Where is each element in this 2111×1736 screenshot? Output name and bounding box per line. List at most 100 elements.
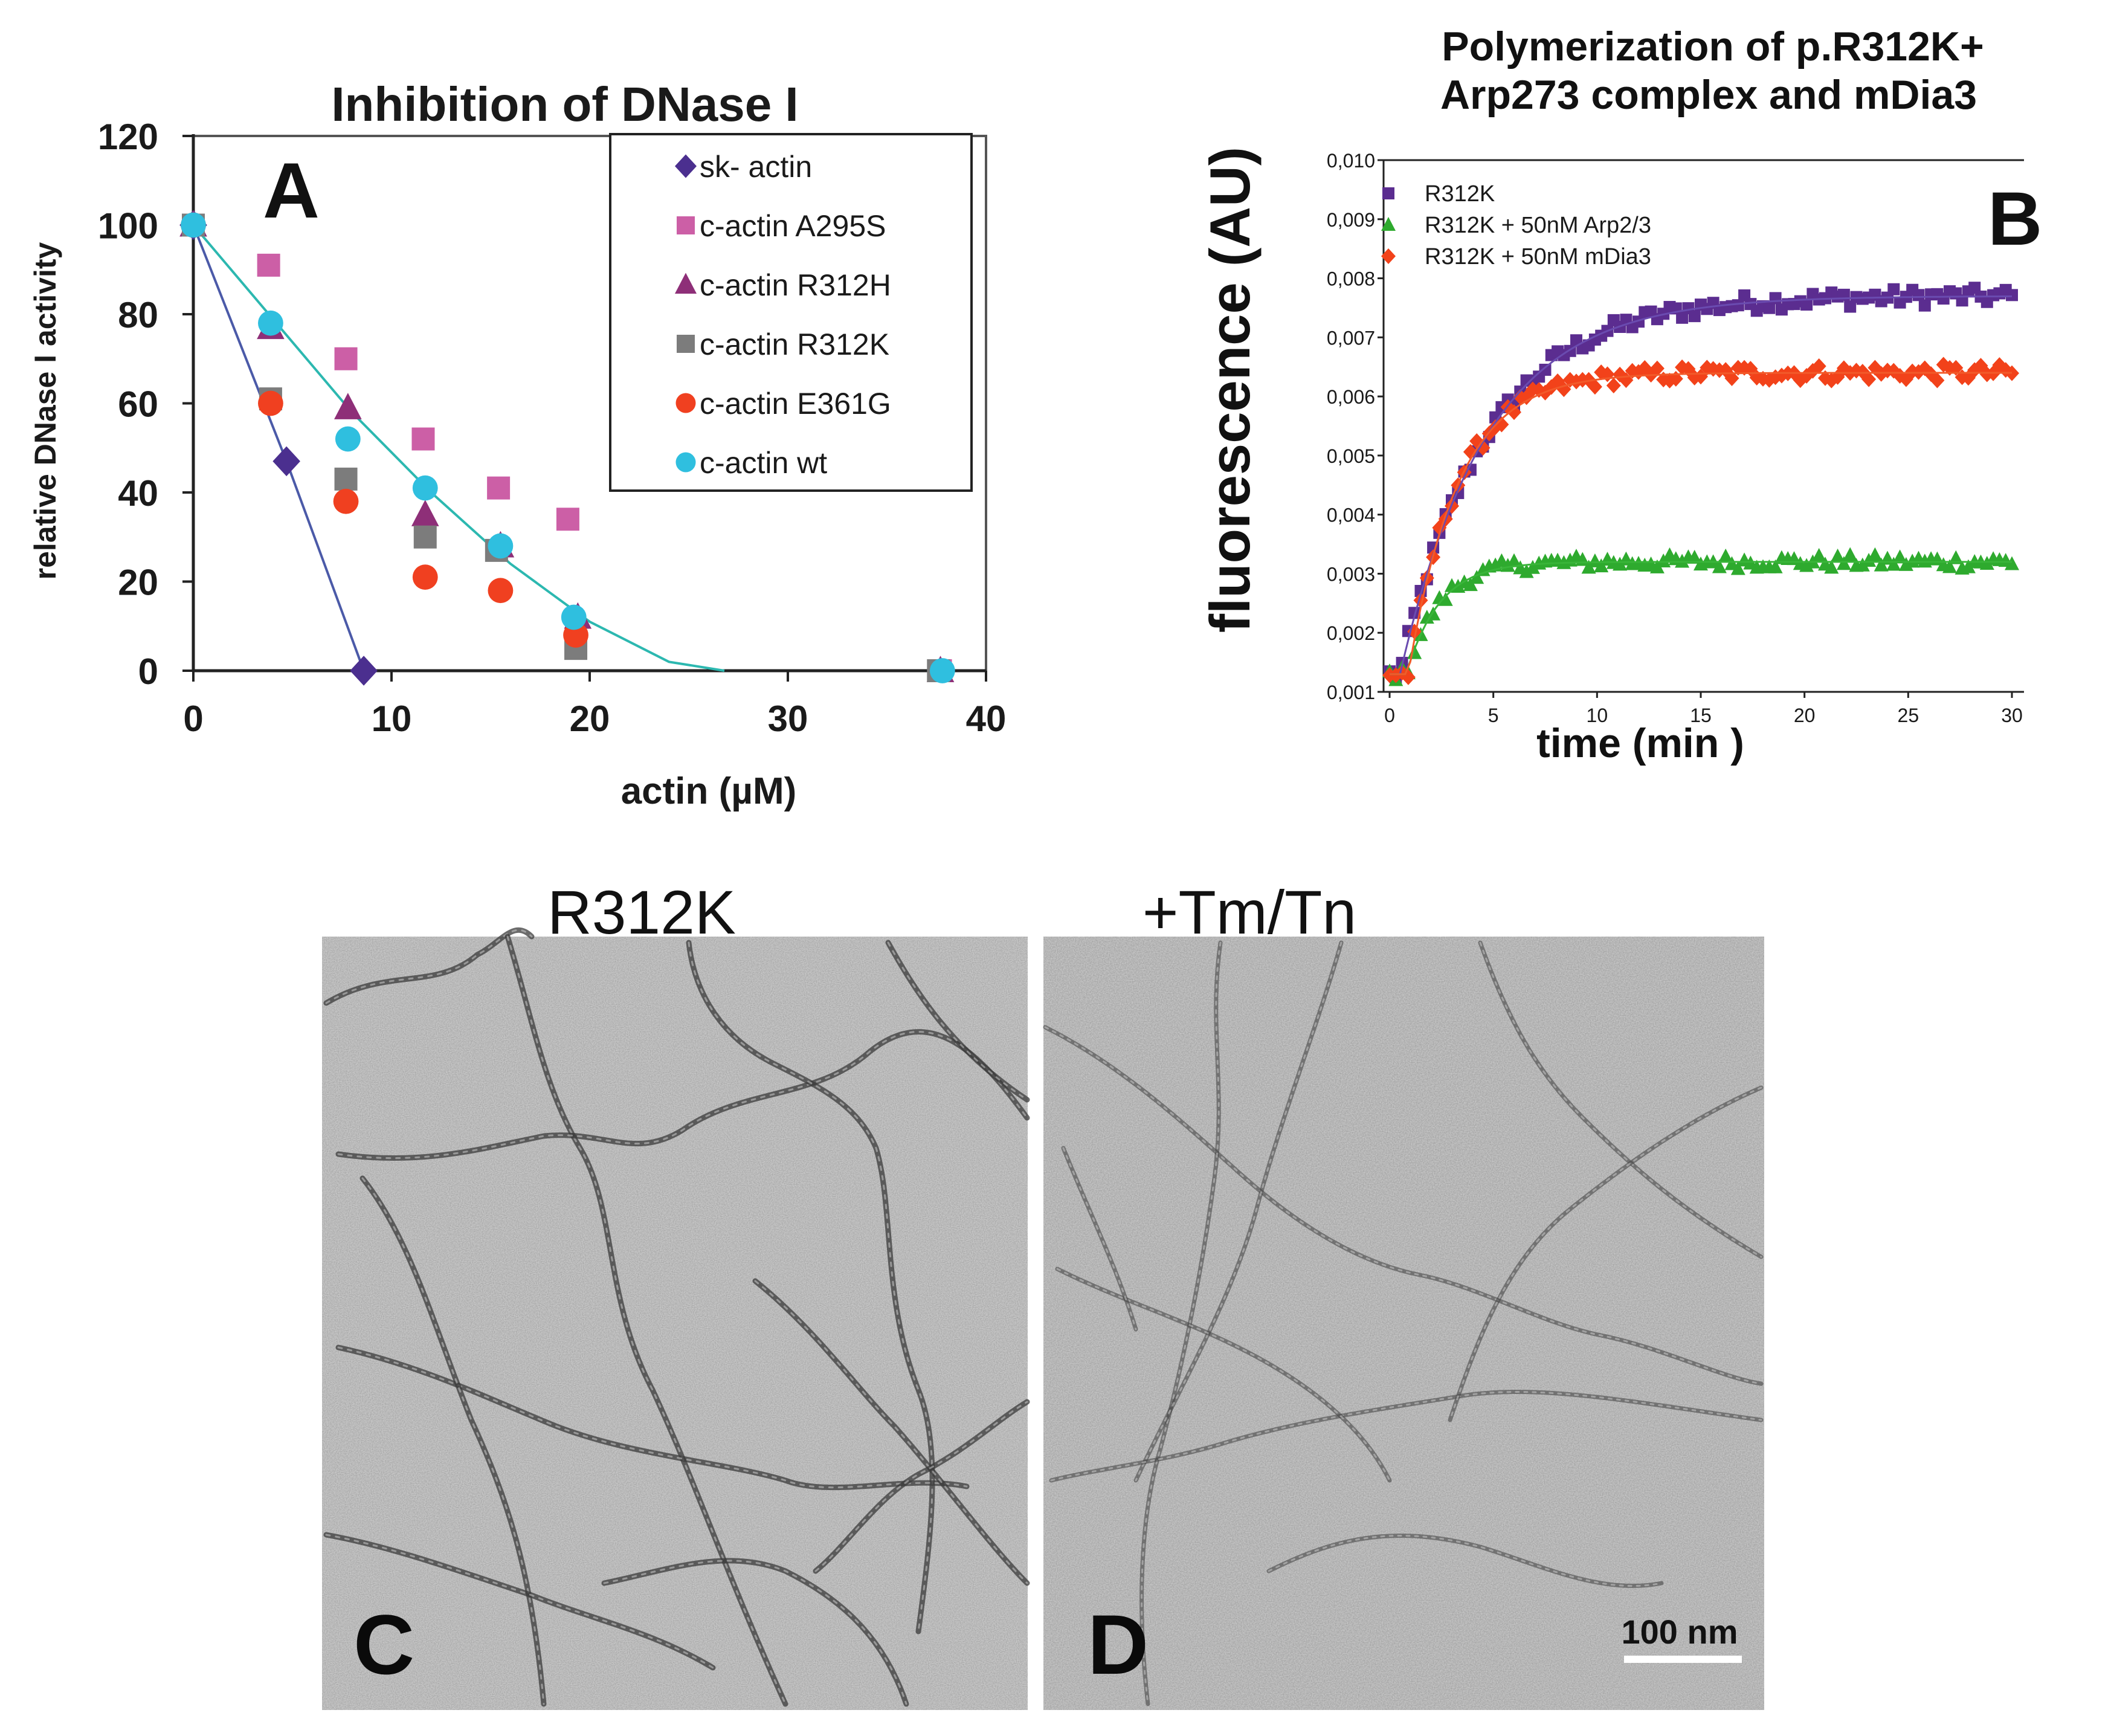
panel-b-point <box>1494 416 1509 433</box>
panel-b-point <box>1830 548 1845 563</box>
panel-b-point <box>2005 556 2019 570</box>
panel-a-point <box>257 253 280 277</box>
panel-a-point <box>333 488 359 514</box>
panel-b-point <box>1469 570 1484 584</box>
panel-b-title-line2: Arp273 complex and mDia3 <box>1440 72 1977 118</box>
panel-a-y-tick-label: 100 <box>98 206 158 247</box>
panel-a-title: Inhibition of DNase I <box>331 77 798 131</box>
panel-b-y-tick-label: 0,004 <box>1327 505 1375 526</box>
panel-b-x-tick-label: 30 <box>2001 705 2023 726</box>
panel-b-point <box>1918 299 1931 312</box>
panel-c-title: R312K <box>547 878 736 947</box>
panel-c-filament-texture <box>325 1534 714 1669</box>
panel-b-point <box>1811 358 1826 375</box>
panel-b-fit-line <box>1390 372 2012 676</box>
panel-b-x-axis-label: time (min ) <box>1536 720 1744 766</box>
panel-b-point <box>1912 289 1925 302</box>
panel-a-x-axis-label: actin (µM) <box>621 770 797 812</box>
panel-d-title: +Tm/Tn <box>1143 878 1356 947</box>
panel-b-point <box>1930 372 1945 389</box>
panel-a-axes: 0 20 40 60 80 100 120 0 10 20 30 40 <box>98 117 1006 739</box>
panel-b-point <box>1649 360 1665 376</box>
panel-b-x-tick-label: 20 <box>1794 705 1816 726</box>
panel-b-legend-marker <box>1381 248 1396 264</box>
panel-b-point <box>1799 558 1814 572</box>
panel-b-point <box>1539 363 1552 376</box>
panel-a-point <box>488 533 514 559</box>
panel-b-fit-line <box>1390 295 2013 676</box>
panel-a-x-tick-label: 0 <box>183 699 203 739</box>
panel-b-point <box>1507 553 1521 567</box>
panel-d-filament-texture <box>1268 1535 1663 1587</box>
panel-b-point <box>1942 559 1957 573</box>
panel-b-point <box>2006 289 2018 302</box>
panel-b-x-tick-label: 5 <box>1488 705 1499 726</box>
panel-b-point <box>1438 592 1453 606</box>
scale-bar <box>1624 1656 1742 1663</box>
panel-b-y-axis-label: fluorescence (AU) <box>1198 147 1262 633</box>
panel-b-point <box>1769 292 1782 305</box>
panel-b-point <box>1676 311 1689 324</box>
panel-a-point <box>412 475 438 501</box>
panel-b-point <box>1948 360 1964 376</box>
panel-a-point <box>258 390 283 416</box>
panel-b-point <box>1730 561 1745 575</box>
panel-b-point <box>1768 559 1783 573</box>
panel-b-point <box>1800 298 1813 311</box>
panel-b-letter: B <box>1988 177 2042 261</box>
panel-a-legend-marker <box>675 154 697 178</box>
panel-b-point <box>1463 577 1478 592</box>
panel-a-legend-label: c-actin A295S <box>700 209 886 243</box>
panel-b-point <box>1632 315 1645 328</box>
panel-b-y-tick-label: 0,008 <box>1327 268 1375 290</box>
panel-b-fit-line <box>1390 561 2012 676</box>
scale-bar-label: 100 nm <box>1622 1613 1738 1651</box>
panel-b-y-tick-label: 0,006 <box>1327 386 1375 408</box>
panel-a-point <box>334 393 362 419</box>
panel-c-filament-texture <box>337 1031 1028 1160</box>
panel-b-x-tick-label: 15 <box>1690 705 1712 726</box>
panel-b-y-tick-label: 0,002 <box>1327 622 1375 644</box>
panel-d-micrograph: +Tm/Tn D 100 nm <box>1043 878 1764 1710</box>
panel-a-point <box>561 604 587 630</box>
panel-b-title-line1: Polymerization of p.R312K+ <box>1442 24 1984 69</box>
panel-d-filaments <box>1043 940 1764 1706</box>
panel-d-filament-texture <box>1449 1086 1762 1421</box>
panel-b-fit-lines <box>1390 295 2013 676</box>
panel-b-data-points <box>1382 282 2019 686</box>
panel-b-y-tick-label: 0,001 <box>1327 682 1375 703</box>
panel-b-x-tick-label: 25 <box>1898 705 1919 726</box>
panel-d-filament-texture <box>1479 941 1762 1258</box>
panel-c-filament-texture <box>814 1401 1028 1572</box>
panel-b-point <box>1525 560 1540 574</box>
panel-a-point <box>334 467 358 491</box>
panel-b-point <box>1843 547 1858 561</box>
panel-a-point <box>413 525 437 549</box>
panel-a-point <box>272 446 300 477</box>
panel-a-legend-label: c-actin R312K <box>700 328 889 361</box>
panel-d-filament-texture <box>1141 941 1222 1705</box>
panel-a-point <box>181 212 206 238</box>
panel-b-point <box>1886 557 1901 571</box>
panel-a-point <box>334 347 358 370</box>
panel-a-x-tick-label: 40 <box>966 699 1007 739</box>
panel-c-filament-texture <box>506 935 787 1705</box>
panel-d-filament-texture <box>1056 1268 1391 1482</box>
panel-b-point <box>1675 553 1690 568</box>
panel-b-legend-marker <box>1381 217 1396 231</box>
panel-b-point <box>1844 300 1857 313</box>
panel-a-point <box>335 426 361 452</box>
panel-b-legend-label: R312K <box>1425 181 1495 207</box>
panel-a-point <box>556 508 579 531</box>
panel-b-point <box>1519 564 1534 578</box>
panel-b-point <box>1587 379 1602 395</box>
panel-b-point <box>1861 371 1877 387</box>
panel-b-point <box>1979 556 1994 570</box>
panel-b-legend-label: R312K + 50nM Arp2/3 <box>1425 213 1651 238</box>
panel-a-point <box>411 427 435 451</box>
panel-a-y-tick-label: 0 <box>138 651 158 692</box>
panel-a-y-tick-label: 20 <box>118 563 158 603</box>
panel-a-point <box>929 658 955 683</box>
panel-b-point <box>1887 283 1900 295</box>
panel-b-point <box>1824 560 1839 574</box>
